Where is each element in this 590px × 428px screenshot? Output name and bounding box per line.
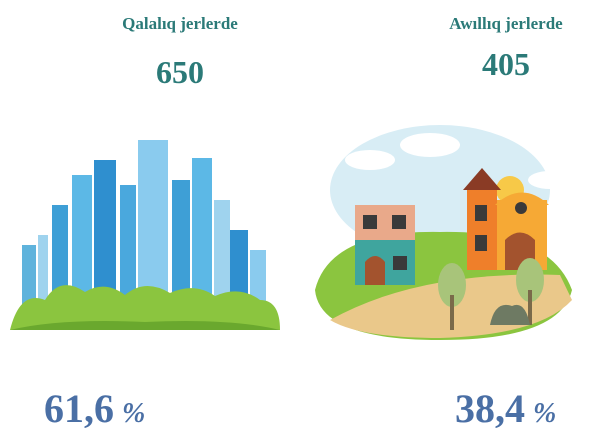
urban-percent-unit: % — [122, 398, 146, 428]
rural-percent: 38,4% — [455, 385, 556, 428]
village-illustration — [315, 125, 572, 340]
urban-percent-value: 61,6 — [44, 386, 114, 428]
rural-percent-unit: % — [533, 398, 557, 428]
city-illustration — [10, 140, 280, 330]
urban-percent: 61,6% — [44, 385, 145, 428]
rural-count: 405 — [482, 46, 530, 82]
rural-title: Awıllıq jerlerde — [449, 14, 563, 33]
urban-count: 650 — [156, 54, 204, 90]
urban-title: Qalalıq jerlerde — [122, 14, 238, 33]
rural-percent-value: 38,4 — [455, 386, 525, 428]
